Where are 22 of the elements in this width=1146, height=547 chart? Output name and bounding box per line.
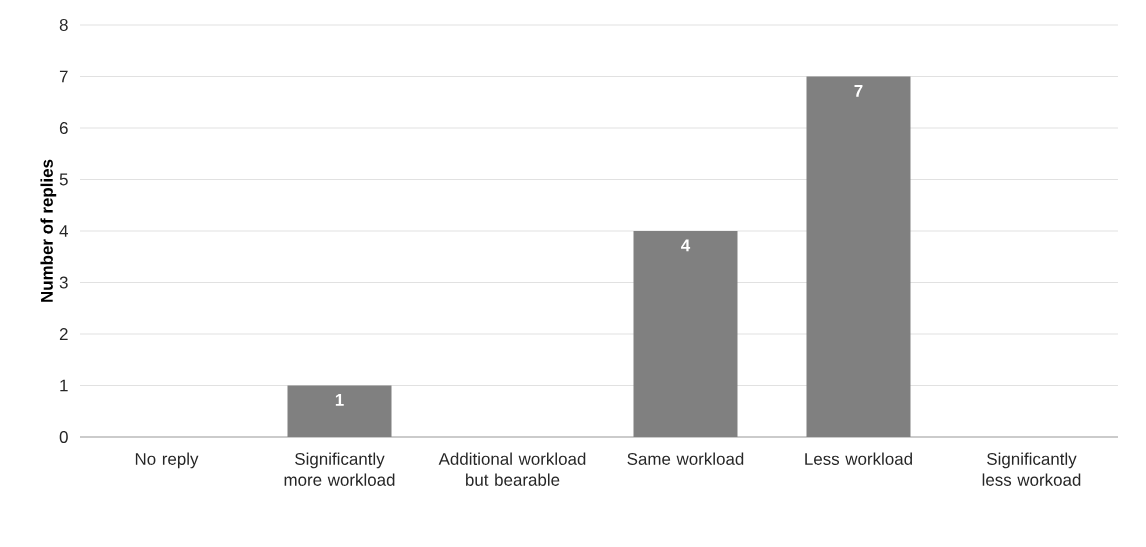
y-tick-label: 1 <box>60 379 68 392</box>
y-tick-label: 8 <box>59 19 68 31</box>
bar <box>806 76 911 437</box>
bar <box>633 231 738 437</box>
y-tick-label: 4 <box>59 225 68 237</box>
data-label: 7 <box>854 85 863 97</box>
data-label: 1 <box>335 394 344 406</box>
x-tick-label: Same workload <box>627 452 744 465</box>
x-tick-label: Significantly less workoad <box>982 452 1081 486</box>
data-label: 4 <box>681 239 691 252</box>
y-tick-label: 6 <box>59 122 68 134</box>
y-tick-label: 7 <box>59 70 68 83</box>
y-tick-label: 3 <box>59 276 68 289</box>
bar <box>287 385 392 437</box>
y-tick-label: 5 <box>59 173 68 186</box>
x-tick-label: No reply <box>135 452 199 469</box>
y-tick-label: 0 <box>59 431 68 443</box>
x-tick-label: Less workload <box>805 452 912 465</box>
y-axis-title: Number of replies <box>40 159 57 302</box>
x-tick-label: Significantly more workload <box>284 452 395 486</box>
x-tick-label: Additional workload but bearable <box>438 452 586 486</box>
y-tick-label: 2 <box>59 328 68 340</box>
